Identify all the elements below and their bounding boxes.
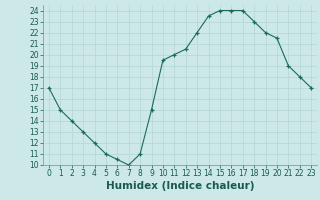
X-axis label: Humidex (Indice chaleur): Humidex (Indice chaleur): [106, 181, 254, 191]
